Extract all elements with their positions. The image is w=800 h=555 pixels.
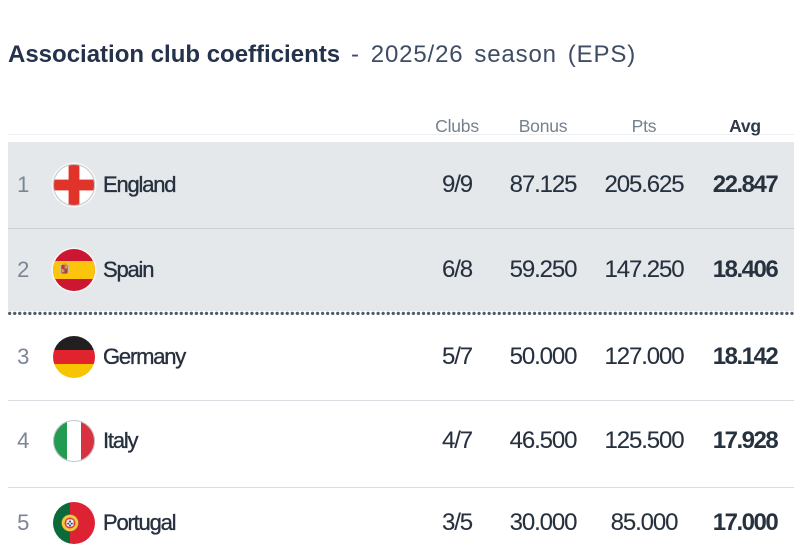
clubs-value: 9/9 <box>441 171 473 198</box>
spain-flag-icon <box>53 249 95 291</box>
country-cell: England <box>40 164 420 206</box>
bonus-value: 59.250 <box>509 256 578 283</box>
header-avg: Avg <box>729 115 761 136</box>
country-name: Spain <box>103 257 155 282</box>
rank-value: 3 <box>17 344 29 369</box>
qualification-cutoff-separator <box>8 311 794 316</box>
avg-value: 18.142 <box>712 343 779 370</box>
country-cell: Spain <box>40 249 420 291</box>
table-body: 1 England <box>8 142 794 555</box>
spain-coat-of-arms <box>59 262 70 274</box>
bonus-value: 50.000 <box>509 343 578 370</box>
country-name: Italy <box>103 427 139 453</box>
england-flag-icon <box>53 164 95 206</box>
country-cell: Portugal <box>40 502 420 544</box>
table-row-portugal[interactable]: 5 <box>8 488 794 555</box>
clubs-value: 3/5 <box>441 509 473 536</box>
pts-value: 205.625 <box>604 171 684 198</box>
table-top-rule <box>8 134 794 135</box>
pts-value: 147.250 <box>604 256 684 283</box>
avg-value: 22.847 <box>712 171 779 198</box>
table-row-italy[interactable]: 4 Italy <box>8 401 794 488</box>
title-main: Association club coefficients <box>8 41 341 68</box>
germany-flag-icon <box>53 336 95 378</box>
portugal-armillary-sphere <box>61 514 79 532</box>
table-row-england[interactable]: 1 England <box>8 142 794 229</box>
page-title: Association club coefficients - 2025/26 … <box>8 41 636 69</box>
clubs-value: 6/8 <box>441 256 473 283</box>
avg-value: 18.406 <box>712 256 779 283</box>
table-header-row: Clubs Bonus Pts Avg <box>8 110 794 137</box>
italy-flag-icon <box>53 419 95 462</box>
rank-value: 2 <box>17 257 29 282</box>
pts-value: 85.000 <box>610 509 679 536</box>
title-season: - 2025/26 season (EPS) <box>351 41 637 68</box>
country-cell: Germany <box>40 336 420 378</box>
header-pts: Pts <box>631 115 657 136</box>
country-name: Portugal <box>103 510 177 535</box>
bonus-value: 46.500 <box>509 426 578 454</box>
pts-value: 125.500 <box>604 426 684 454</box>
pts-value: 127.000 <box>604 343 684 370</box>
country-name: England <box>103 172 177 197</box>
header-clubs: Clubs <box>435 115 479 136</box>
rank-value: 4 <box>17 427 29 453</box>
country-cell: Italy <box>40 419 420 462</box>
header-bonus: Bonus <box>518 115 568 136</box>
clubs-value: 4/7 <box>441 426 473 454</box>
table-row-germany[interactable]: 3 Germany 5/7 <box>8 316 794 401</box>
avg-value: 17.928 <box>712 426 779 454</box>
portugal-flag-icon <box>53 502 95 544</box>
rank-value: 1 <box>17 172 29 197</box>
rank-value: 5 <box>17 510 29 535</box>
avg-value: 17.000 <box>712 509 779 536</box>
table-row-spain[interactable]: 2 <box>8 229 794 311</box>
bonus-value: 87.125 <box>509 171 578 198</box>
country-name: Germany <box>103 344 187 369</box>
clubs-value: 5/7 <box>441 343 473 370</box>
bonus-value: 30.000 <box>509 509 578 536</box>
